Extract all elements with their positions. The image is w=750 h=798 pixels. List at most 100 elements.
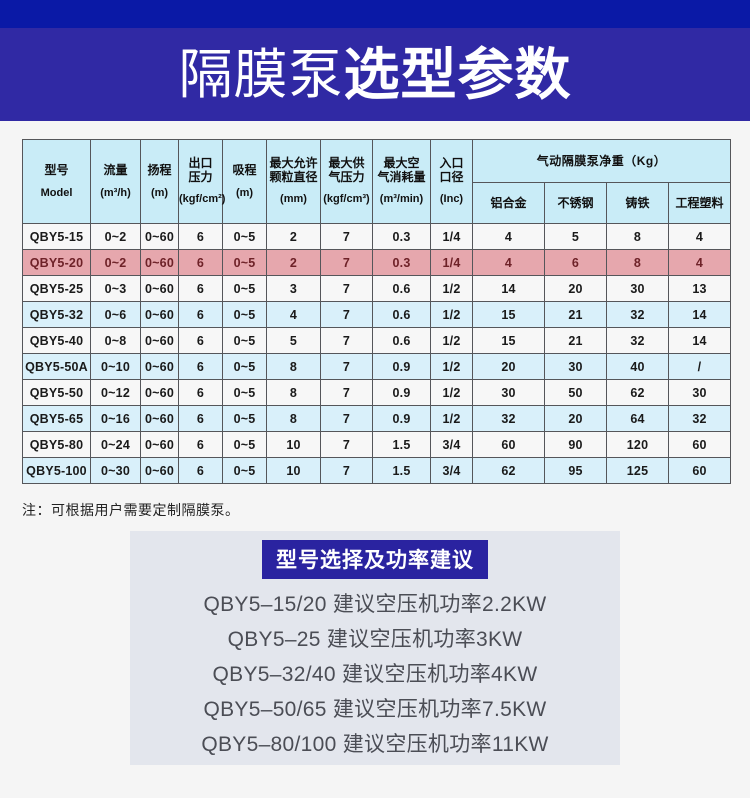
- table-cell: 95: [544, 457, 607, 484]
- cell-model: QBY5-32: [22, 301, 91, 328]
- table-cell: 0~16: [90, 405, 141, 432]
- cell-model: QBY5-65: [22, 405, 91, 432]
- table-cell: 32: [606, 327, 669, 354]
- recommendation-line: QBY5–80/100 建议空压机功率11KW: [201, 733, 549, 756]
- table-cell: 7: [320, 353, 373, 380]
- table-cell: 4: [668, 249, 731, 276]
- spec-table-header: 型号 Model 流量 (m³/h) 扬程 (m) 出口 压力 (kgf/cm²…: [22, 139, 731, 224]
- table-row: QBY5-25 0~3 0~60 6 0~5 3 7 0.6 1/2 14 20 30 13: [22, 275, 731, 302]
- header-row-1: 型号 Model 流量 (m³/h) 扬程 (m) 出口 压力 (kgf/cm²…: [22, 139, 731, 224]
- header-top-strip: [0, 0, 750, 28]
- table-cell: 0~10: [90, 353, 141, 380]
- table-cell: 64: [606, 405, 669, 432]
- table-cell: 6: [544, 249, 607, 276]
- col-header-inlet-diameter: 入口 口径 (Inc): [430, 139, 473, 224]
- col-header-head: 扬程 (m): [140, 139, 179, 224]
- table-cell: 21: [544, 327, 607, 354]
- table-cell: 0~5: [222, 353, 267, 380]
- table-cell: 0~5: [222, 431, 267, 458]
- table-cell: 0~60: [140, 249, 179, 276]
- table-cell: 0.3: [372, 223, 431, 250]
- table-cell: 1/2: [430, 327, 473, 354]
- table-cell: 30: [544, 353, 607, 380]
- table-cell: 125: [606, 457, 669, 484]
- table-cell: 6: [178, 275, 223, 302]
- table-cell: 0~60: [140, 431, 179, 458]
- table-cell: 32: [668, 405, 731, 432]
- table-cell: 0.6: [372, 275, 431, 302]
- table-cell: 2: [266, 223, 321, 250]
- table-cell: 10: [266, 431, 321, 458]
- table-cell: 5: [544, 223, 607, 250]
- table-cell: 30: [472, 379, 545, 406]
- table-row: QBY5-65 0~16 0~60 6 0~5 8 7 0.9 1/2 32 20 64 32: [22, 405, 731, 432]
- table-cell: 15: [472, 327, 545, 354]
- table-cell: 0~30: [90, 457, 141, 484]
- table-cell: 0~60: [140, 457, 179, 484]
- table-cell: 0~60: [140, 223, 179, 250]
- table-cell: 20: [544, 405, 607, 432]
- table-cell: 7: [320, 431, 373, 458]
- table-cell: 0.6: [372, 327, 431, 354]
- table-cell: 40: [606, 353, 669, 380]
- table-cell: 0~2: [90, 249, 141, 276]
- table-cell: 3: [266, 275, 321, 302]
- table-cell: 0~5: [222, 457, 267, 484]
- col-header-net-weight-group: 气动隔膜泵净重（Kg）: [472, 139, 731, 183]
- table-cell: 62: [606, 379, 669, 406]
- table-cell: 7: [320, 301, 373, 328]
- table-cell: 0.6: [372, 301, 431, 328]
- table-cell: 6: [178, 457, 223, 484]
- table-cell: 30: [606, 275, 669, 302]
- table-row: QBY5-80 0~24 0~60 6 0~5 10 7 1.5 3/4 60 90 120 60: [22, 431, 731, 458]
- table-cell: 6: [178, 431, 223, 458]
- cell-model: QBY5-80: [22, 431, 91, 458]
- table-cell: 7: [320, 327, 373, 354]
- table-cell: 3/4: [430, 431, 473, 458]
- table-cell: 7: [320, 249, 373, 276]
- table-row: QBY5-32 0~6 0~60 6 0~5 4 7 0.6 1/2 15 21 32 14: [22, 301, 731, 328]
- table-cell: 0~60: [140, 301, 179, 328]
- table-cell: 0~5: [222, 405, 267, 432]
- table-cell: 6: [178, 249, 223, 276]
- table-cell: 6: [178, 301, 223, 328]
- cell-model: QBY5-50A: [22, 353, 91, 380]
- header-banner: 隔膜泵 选型参数: [0, 0, 750, 121]
- spec-table-body: QBY5-15 0~2 0~60 6 0~5 2 7 0.3 1/4 4 5 8 4 QBY5-20 0~2…: [22, 223, 731, 484]
- col-header-plastic: 工程塑料: [668, 182, 731, 224]
- table-cell: 0.9: [372, 405, 431, 432]
- cell-model: QBY5-40: [22, 327, 91, 354]
- table-cell: 60: [668, 457, 731, 484]
- table-cell: 7: [320, 405, 373, 432]
- table-cell: 8: [266, 405, 321, 432]
- table-cell: 1.5: [372, 457, 431, 484]
- recommendation-line: QBY5–50/65 建议空压机功率7.5KW: [203, 698, 547, 721]
- table-cell: 5: [266, 327, 321, 354]
- table-cell: 60: [472, 431, 545, 458]
- table-cell: 0~5: [222, 327, 267, 354]
- cell-model: QBY5-100: [22, 457, 91, 484]
- table-cell: 0~60: [140, 353, 179, 380]
- col-header-max-air-pressure: 最大供 气压力 (kgf/cm³): [320, 139, 373, 224]
- table-cell: 2: [266, 249, 321, 276]
- recommendation-line: QBY5–15/20 建议空压机功率2.2KW: [203, 593, 547, 616]
- table-cell: 14: [668, 327, 731, 354]
- table-row: QBY5-50A 0~10 0~60 6 0~5 8 7 0.9 1/2 20 30 40/: [22, 353, 731, 380]
- table-cell: 0~60: [140, 379, 179, 406]
- table-cell: 0~5: [222, 379, 267, 406]
- col-header-flow: 流量 (m³/h): [90, 139, 141, 224]
- table-row: QBY5-15 0~2 0~60 6 0~5 2 7 0.3 1/4 4 5 8 4: [22, 223, 731, 250]
- table-cell: 120: [606, 431, 669, 458]
- table-cell: 4: [266, 301, 321, 328]
- col-header-outlet-pressure: 出口 压力 (kgf/cm²): [178, 139, 225, 224]
- table-cell: 4: [472, 223, 545, 250]
- table-cell: 30: [668, 379, 731, 406]
- table-cell: 0~2: [90, 223, 141, 250]
- cell-model: QBY5-25: [22, 275, 91, 302]
- table-cell: 1/4: [430, 223, 473, 250]
- col-header-max-air-consumption: 最大空 气消耗量 (m³/min): [372, 139, 431, 224]
- spec-table-container: 型号 Model 流量 (m³/h) 扬程 (m) 出口 压力 (kgf/cm²…: [22, 139, 731, 484]
- table-cell: 8: [606, 249, 669, 276]
- col-header-model: 型号 Model: [22, 139, 91, 224]
- table-cell: 0~6: [90, 301, 141, 328]
